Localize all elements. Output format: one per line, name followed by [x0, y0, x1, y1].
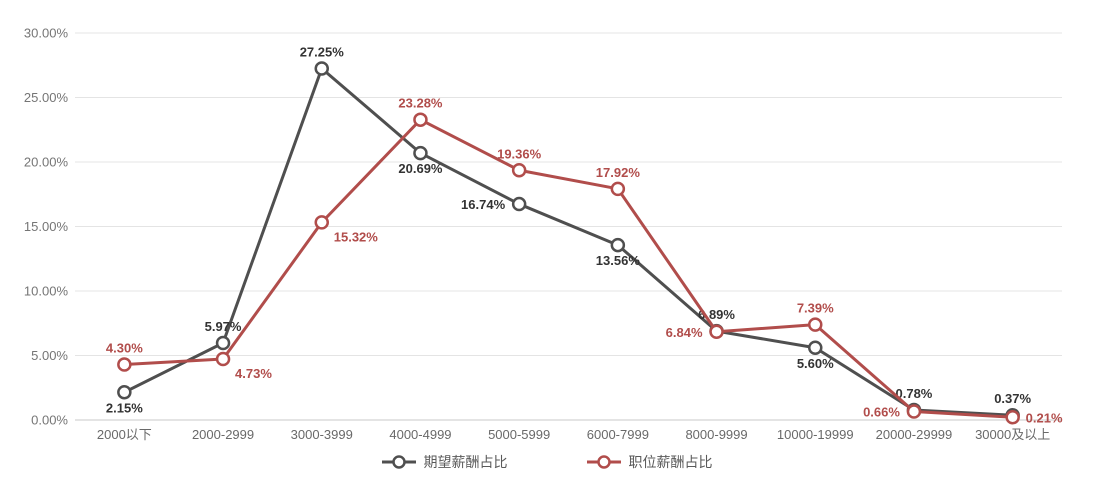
data-point-marker[interactable]: [511, 163, 527, 178]
chart-legend: 期望薪酬占比 职位薪酬占比: [0, 452, 1093, 472]
x-axis-category-label: 3000-3999: [291, 427, 353, 442]
x-axis-category-label: 10000-19999: [777, 427, 854, 442]
legend-item-0[interactable]: 期望薪酬占比: [381, 452, 508, 472]
legend-item-1[interactable]: 职位薪酬占比: [586, 452, 713, 472]
data-point-label: 19.36%: [497, 146, 542, 161]
data-point-marker[interactable]: [610, 181, 626, 197]
data-point-label: 6.84%: [666, 325, 703, 340]
data-point-marker[interactable]: [709, 324, 724, 340]
data-point-label: 13.56%: [596, 253, 641, 268]
data-point-marker[interactable]: [117, 385, 132, 400]
data-point-marker[interactable]: [610, 237, 626, 253]
y-axis-tick-label: 25.00%: [24, 90, 69, 105]
y-axis-tick-label: 5.00%: [31, 348, 68, 363]
data-point-marker[interactable]: [314, 215, 329, 230]
y-axis-tick-label: 0.00%: [31, 413, 68, 428]
data-point-label: 16.74%: [461, 197, 506, 212]
legend-marker-icon: [586, 455, 621, 469]
x-axis-category-label: 6000-7999: [587, 427, 649, 442]
data-point-label: 15.32%: [334, 229, 379, 244]
data-point-marker[interactable]: [906, 404, 922, 419]
data-point-marker[interactable]: [117, 357, 132, 372]
legend-label: 期望薪酬占比: [423, 454, 508, 470]
data-point-label: 0.66%: [863, 404, 900, 419]
legend-marker-icon: [381, 455, 416, 469]
y-axis-tick-label: 30.00%: [24, 26, 69, 41]
data-point-label: 5.60%: [797, 356, 834, 371]
y-axis-tick-label: 15.00%: [24, 219, 69, 234]
legend-label: 职位薪酬占比: [628, 454, 713, 470]
x-axis-category-label: 2000以下: [97, 427, 152, 442]
chart-plot-area: 0.00% 5.00% 10.00% 15.00% 20.00% 25.00% 30.00%…: [24, 26, 1063, 443]
data-point-label: 23.28%: [398, 96, 443, 111]
data-point-marker[interactable]: [215, 351, 231, 367]
data-point-marker[interactable]: [1005, 410, 1020, 425]
data-point-marker[interactable]: [413, 112, 428, 127]
x-axis-category-label: 30000及以上: [975, 427, 1050, 442]
x-axis-category-label: 4000-4999: [389, 427, 451, 442]
data-point-marker[interactable]: [511, 196, 527, 212]
data-point-label: 2.15%: [106, 400, 143, 415]
data-point-label: 4.30%: [106, 341, 143, 356]
data-point-label: 17.92%: [596, 165, 641, 180]
data-point-label: 20.69%: [398, 161, 443, 176]
data-point-label: 0.78%: [896, 386, 933, 401]
y-axis-tick-label: 10.00%: [24, 284, 69, 299]
data-point-label: 0.37%: [994, 391, 1031, 406]
data-point-marker[interactable]: [413, 145, 428, 161]
series-line-1: [122, 118, 1015, 419]
data-point-label: 4.73%: [235, 366, 272, 381]
x-axis-category-label: 2000-2999: [192, 427, 254, 442]
x-axis-category-label: 20000-29999: [876, 427, 953, 442]
data-point-marker[interactable]: [215, 335, 231, 351]
x-axis-category-label: 5000-5999: [488, 427, 550, 442]
series-line-0: [122, 66, 1015, 417]
data-point-marker[interactable]: [314, 61, 329, 76]
data-point-label: 0.21%: [1026, 410, 1063, 425]
data-point-label: 27.25%: [300, 44, 345, 59]
data-point-marker[interactable]: [808, 340, 823, 356]
data-point-label: 5.97%: [205, 319, 242, 334]
y-axis-tick-label: 20.00%: [24, 155, 69, 170]
data-point-marker[interactable]: [808, 317, 823, 332]
x-axis-category-label: 8000-9999: [685, 427, 747, 442]
data-point-label: 7.39%: [797, 301, 834, 316]
